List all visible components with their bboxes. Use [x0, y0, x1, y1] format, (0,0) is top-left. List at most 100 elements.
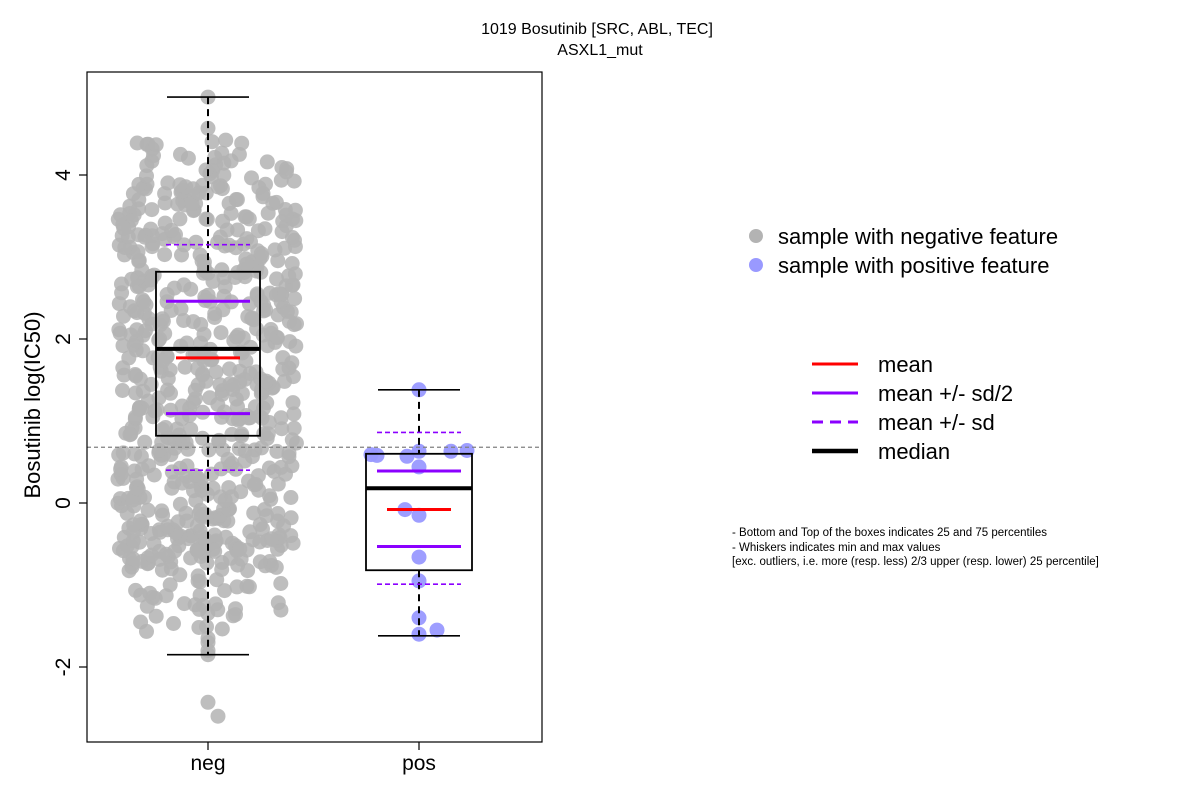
- neg-point: [230, 327, 246, 343]
- neg-point: [234, 135, 250, 151]
- neg-point: [239, 256, 255, 272]
- neg-point: [214, 145, 230, 161]
- neg-point: [244, 170, 259, 186]
- neg-point: [204, 134, 220, 150]
- neg-point: [122, 427, 138, 443]
- legend-line-label: mean +/- sd: [878, 410, 995, 435]
- legend-point-label: sample with positive feature: [778, 253, 1049, 278]
- neg-point: [162, 577, 178, 593]
- neg-point: [192, 587, 208, 603]
- neg-point: [263, 491, 279, 507]
- legend-line-label: median: [878, 439, 950, 464]
- neg-point: [212, 229, 228, 245]
- neg-point: [115, 383, 130, 398]
- neg-box: [155, 270, 261, 437]
- neg-point: [188, 234, 204, 250]
- neg-point: [148, 608, 164, 624]
- neg-point: [218, 132, 234, 148]
- neg-point: [287, 291, 303, 307]
- neg-point: [200, 120, 216, 136]
- neg-point: [234, 386, 250, 402]
- neg-point: [208, 596, 223, 612]
- neg-point: [283, 304, 299, 320]
- pos-point: [443, 443, 459, 459]
- neg-point: [135, 292, 150, 308]
- neg-point: [273, 410, 289, 426]
- note-line-2: - Whiskers indicates min and max values: [732, 542, 941, 554]
- neg-point: [178, 468, 194, 484]
- neg-point: [167, 543, 183, 559]
- neg-point: [185, 394, 201, 410]
- neg-point: [126, 517, 142, 533]
- neg-point: [113, 461, 129, 477]
- neg-point: [239, 578, 255, 594]
- neg-point: [128, 582, 144, 598]
- neg-point: [144, 202, 160, 218]
- neg-point: [172, 567, 188, 583]
- pos-point: [429, 622, 445, 638]
- neg-point: [129, 322, 145, 338]
- neg-point: [250, 223, 266, 239]
- note-line-3: [exc. outliers, i.e. more (resp. less) 2…: [732, 556, 1099, 568]
- pos-point: [411, 549, 427, 565]
- neg-point: [283, 490, 299, 505]
- neg-point: [192, 574, 208, 590]
- neg-point: [263, 322, 279, 337]
- plot-frame: [86, 71, 543, 743]
- y-tick-label: 4: [52, 169, 75, 181]
- neg-point: [230, 222, 246, 238]
- y-tick-label: 2: [52, 333, 75, 345]
- pos-point: [399, 448, 415, 464]
- neg-point: [142, 585, 158, 601]
- neg-point: [274, 421, 290, 437]
- neg-point: [166, 616, 181, 631]
- neg-point: [137, 434, 153, 450]
- neg-point: [222, 361, 237, 377]
- neg-point: [286, 420, 302, 436]
- neg-point: [270, 506, 286, 521]
- neg-point: [274, 224, 290, 240]
- neg-point: [144, 547, 159, 563]
- neg-point: [112, 325, 128, 341]
- neg-point: [163, 385, 178, 401]
- neg-point: [200, 630, 216, 646]
- neg-point: [221, 195, 237, 211]
- pos-point: [369, 447, 385, 463]
- axes-layer: -2 0 2 4 neg pos: [52, 71, 543, 775]
- note-line-1: - Bottom and Top of the boxes indicates …: [732, 527, 1047, 539]
- neg-point: [263, 531, 279, 547]
- y-tick-label: 0: [52, 497, 75, 509]
- neg-point: [267, 242, 283, 258]
- neg-point: [172, 211, 188, 227]
- neg-point: [273, 576, 289, 591]
- neg-point: [133, 614, 149, 630]
- neg-point: [170, 196, 186, 212]
- neg-point: [200, 694, 216, 710]
- pos-point: [411, 507, 427, 523]
- neg-point: [135, 383, 151, 399]
- neg-point: [233, 484, 249, 500]
- neg-point: [140, 502, 156, 518]
- neg-point: [208, 364, 224, 380]
- neg-point: [237, 453, 253, 469]
- neg-point: [244, 311, 260, 327]
- neg-point: [269, 271, 285, 287]
- neg-point: [285, 395, 301, 411]
- neg-point: [228, 601, 243, 617]
- neg-point: [157, 247, 173, 263]
- neg-point: [143, 272, 159, 288]
- y-tick-label: -2: [52, 658, 75, 677]
- neg-point: [273, 602, 289, 618]
- neg-point: [217, 583, 232, 599]
- neg-point: [288, 435, 304, 451]
- neg-point: [283, 510, 299, 526]
- pos-point: [411, 573, 427, 589]
- neg-point: [127, 367, 143, 382]
- neg-point: [184, 196, 200, 212]
- neg-point: [268, 194, 284, 210]
- neg-point: [224, 426, 240, 442]
- neg-point: [134, 461, 150, 477]
- chart-subtitle: ASXL1_mut: [557, 42, 643, 59]
- neg-point: [152, 331, 168, 347]
